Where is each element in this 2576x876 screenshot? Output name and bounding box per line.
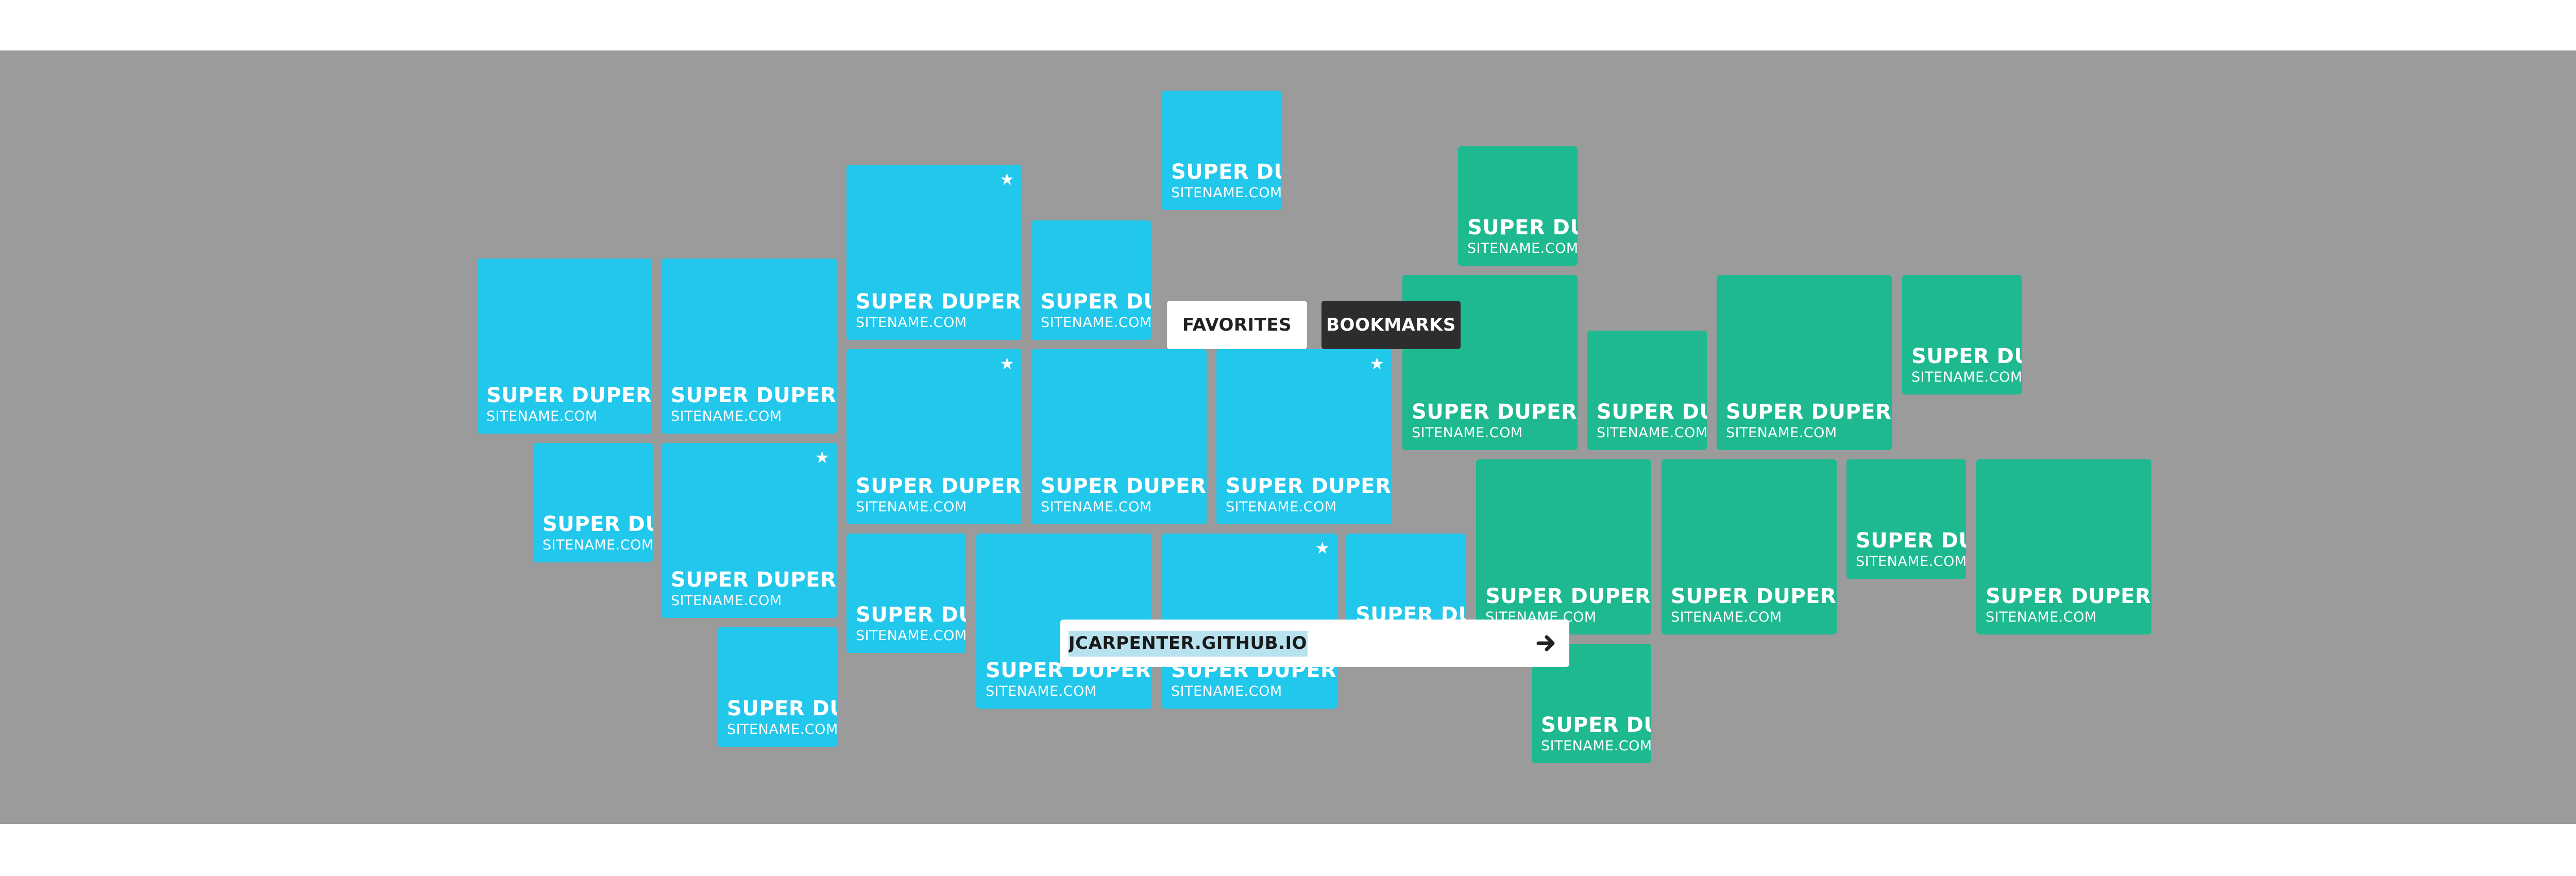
- tile-url: SITENAME.COM: [671, 408, 782, 424]
- tile-title: SUPER DUPER: [1226, 474, 1392, 498]
- tile-title: SUPER DU: [543, 512, 653, 536]
- bookmarks-tab[interactable]: BOOKMARKS: [1321, 301, 1461, 349]
- tile-url: SITENAME.COM: [856, 499, 967, 515]
- tile-url: SITENAME.COM: [727, 722, 837, 737]
- url-bar: [1060, 620, 1569, 667]
- star-icon[interactable]: ★: [999, 354, 1014, 373]
- tile-title: SUPER DUPER: [1041, 474, 1207, 498]
- site-tile[interactable]: SUPER DU SITENAME.COM: [718, 627, 837, 747]
- tile-url: SITENAME.COM: [856, 315, 967, 331]
- tile-title: SUPER DU: [727, 697, 837, 720]
- tile-title: SUPER DU: [1911, 345, 2022, 368]
- tile-url: SITENAME.COM: [1171, 185, 1281, 201]
- tile-title: SUPER DUPER: [486, 384, 652, 407]
- tile-url: SITENAME.COM: [1597, 425, 1707, 441]
- site-tile[interactable]: SUPER DUPER SITENAME.COM: [662, 259, 837, 434]
- tile-url: SITENAME.COM: [1726, 425, 1837, 441]
- site-tile[interactable]: SUPER DUPER SITENAME.COM ★: [846, 165, 1022, 340]
- tile-title: SUPER DU: [856, 603, 966, 627]
- tile-url: SITENAME.COM: [1226, 499, 1337, 515]
- tile-title: SUPER DUPER: [671, 384, 837, 407]
- star-icon[interactable]: ★: [1369, 354, 1384, 373]
- tile-title: SUPER DUPER: [1726, 400, 1892, 424]
- star-icon[interactable]: ★: [815, 448, 829, 467]
- site-tile[interactable]: SUPER DUPER SITENAME.COM: [1976, 459, 2151, 634]
- tile-url: SITENAME.COM: [543, 537, 653, 553]
- tile-title: SUPER DU: [1467, 216, 1578, 239]
- site-tile[interactable]: SUPER DU SITENAME.COM: [1458, 146, 1578, 266]
- site-tile[interactable]: SUPER DUPER SITENAME.COM ★: [662, 443, 837, 618]
- star-icon[interactable]: ★: [999, 169, 1014, 189]
- tile-url: SITENAME.COM: [1412, 425, 1523, 441]
- tile-url: SITENAME.COM: [986, 683, 1097, 699]
- tile-title: SUPER DU: [1171, 160, 1281, 184]
- tile-url: SITENAME.COM: [1986, 609, 2097, 625]
- tile-url: SITENAME.COM: [1467, 241, 1578, 256]
- star-icon[interactable]: ★: [1315, 538, 1330, 558]
- url-input[interactable]: [1069, 630, 1512, 657]
- tile-url: SITENAME.COM: [1856, 554, 1966, 570]
- tile-title: SUPER DUPER: [856, 474, 1022, 498]
- site-tile[interactable]: SUPER DUPER SITENAME.COM: [1662, 459, 1837, 634]
- tile-canvas: SUPER DUPER SITENAME.COM SUPER DUPER SITENA…: [0, 50, 2576, 824]
- tile-url: SITENAME.COM: [1911, 369, 2022, 385]
- tile-url: SITENAME.COM: [671, 593, 782, 609]
- tile-title: SUPER DUPER: [671, 568, 837, 592]
- favorites-tab[interactable]: FAVORITES: [1167, 301, 1307, 349]
- tile-url: SITENAME.COM: [486, 408, 598, 424]
- tile-title: SUPER DU: [1597, 400, 1707, 424]
- tile-url: SITENAME.COM: [1671, 609, 1782, 625]
- tile-title: SUPER DU: [1856, 529, 1966, 553]
- tile-title: SUPER DUPER: [1671, 585, 1837, 608]
- tile-url: SITENAME.COM: [1171, 683, 1282, 699]
- tile-title: SUPER DUPER: [1412, 400, 1578, 424]
- tile-url: SITENAME.COM: [856, 628, 966, 644]
- site-tile[interactable]: SUPER DUPER SITENAME.COM: [1402, 275, 1578, 450]
- go-button[interactable]: [1530, 627, 1563, 660]
- tile-title: SUPER DUPER: [1986, 585, 2151, 608]
- site-tile[interactable]: SUPER DUPER SITENAME.COM: [1476, 459, 1651, 634]
- tile-url: SITENAME.COM: [1041, 315, 1151, 331]
- tile-title: SUPER DU: [1541, 713, 1651, 737]
- tile-url: SITENAME.COM: [1041, 499, 1152, 515]
- tile-title: SUPER DU: [1041, 290, 1151, 314]
- site-tile[interactable]: SUPER DUPER SITENAME.COM ★: [846, 349, 1022, 524]
- site-tile[interactable]: SUPER DUPER SITENAME.COM: [1717, 275, 1892, 450]
- tile-url: SITENAME.COM: [1541, 738, 1651, 754]
- tile-title: SUPER DUPER: [856, 290, 1022, 314]
- tile-title: SUPER DUPER: [1485, 585, 1651, 608]
- arrow-right-icon: [1536, 635, 1555, 651]
- site-tile[interactable]: SUPER DUPER SITENAME.COM: [477, 259, 652, 434]
- site-tile[interactable]: SUPER DUPER SITENAME.COM ★: [1216, 349, 1392, 524]
- site-tile[interactable]: SUPER DUPER SITENAME.COM: [1031, 349, 1207, 524]
